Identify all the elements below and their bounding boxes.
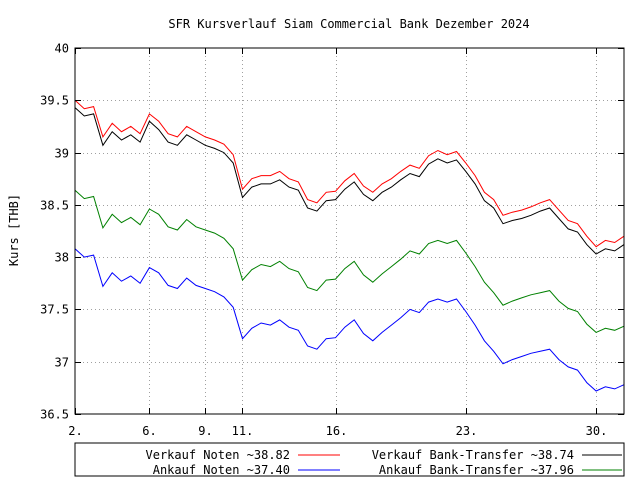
x-tick-label: 23. xyxy=(456,424,478,438)
legend-label: Ankauf Bank-Transfer ~37.96 xyxy=(379,463,574,477)
y-tick-label: 38 xyxy=(55,251,69,265)
y-axis-label: Kurs [THB] xyxy=(7,194,21,266)
series-line-1 xyxy=(74,99,625,248)
x-tick-label: 2. xyxy=(68,424,82,438)
series-line-3 xyxy=(74,248,625,392)
x-axis-ticks: 2. 6. 9. 11. 16. 23. 30. xyxy=(68,48,607,438)
y-tick-label: 36.5 xyxy=(40,408,69,422)
legend-label: Verkauf Noten ~38.82 xyxy=(146,448,291,462)
x-tick-label: 30. xyxy=(586,424,608,438)
legend-box xyxy=(74,442,625,477)
y-axis-ticks: 36.5 37 37.5 38 38.5 39 39.5 40 xyxy=(40,42,624,422)
grid-lines xyxy=(75,48,624,414)
x-tick-label: 6. xyxy=(142,424,156,438)
series-line-4 xyxy=(74,189,625,333)
chart-title: SFR Kursverlauf Siam Commercial Bank Dez… xyxy=(168,17,529,31)
legend: Verkauf Noten ~38.82 Verkauf Bank-Transfe… xyxy=(74,442,625,477)
x-tick-label: 11. xyxy=(232,424,254,438)
legend-label: Ankauf Noten ~37.40 xyxy=(153,463,290,477)
y-tick-label: 40 xyxy=(55,42,69,56)
legend-label: Verkauf Bank-Transfer ~38.74 xyxy=(372,448,574,462)
plot-frame xyxy=(74,47,625,415)
y-tick-label: 37.5 xyxy=(40,303,69,317)
series-line-2 xyxy=(74,107,625,255)
y-tick-label: 38.5 xyxy=(40,199,69,213)
x-tick-label: 9. xyxy=(198,424,212,438)
x-tick-label: 16. xyxy=(326,424,348,438)
y-tick-label: 39.5 xyxy=(40,94,69,108)
y-tick-label: 39 xyxy=(55,147,69,161)
y-tick-label: 37 xyxy=(55,356,69,370)
series-group xyxy=(74,99,625,392)
